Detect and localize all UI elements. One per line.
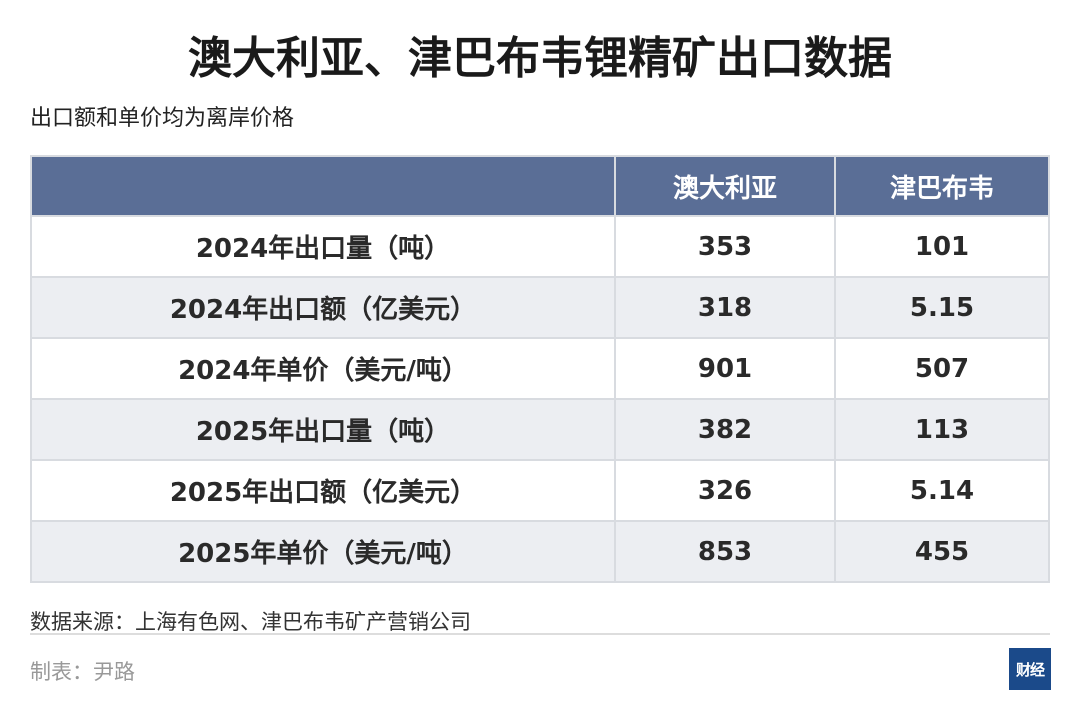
zimbabwe-value: 101 xyxy=(834,215,1050,278)
table-row: 2025年出口额（亿美元） 326 5.14 xyxy=(30,459,1050,522)
data-table: 澳大利亚 津巴布韦 2024年出口量（吨） 353 101 2024年出口额（亿美元）… xyxy=(30,155,1050,583)
zimbabwe-value: 507 xyxy=(834,337,1050,400)
row-label: 2025年出口额（亿美元） xyxy=(30,459,616,522)
caijing-logo: 财经 xyxy=(1009,648,1051,690)
source-note: 数据来源：上海有色网、津巴布韦矿产营销公司 xyxy=(30,610,471,634)
australia-value: 353 xyxy=(614,215,836,278)
australia-value: 853 xyxy=(614,520,836,583)
table-row: 2024年单价（美元/吨） 901 507 xyxy=(30,337,1050,400)
maker-note: 制表：尹路 xyxy=(30,660,135,684)
australia-value: 318 xyxy=(614,276,836,339)
header-label xyxy=(30,155,616,217)
australia-value: 901 xyxy=(614,337,836,400)
row-label: 2024年出口量（吨） xyxy=(30,215,616,278)
table-header-row: 澳大利亚 津巴布韦 xyxy=(30,155,1050,217)
table-row: 2024年出口额（亿美元） 318 5.15 xyxy=(30,276,1050,339)
header-australia: 澳大利亚 xyxy=(614,155,836,217)
table-row: 2025年出口量（吨） 382 113 xyxy=(30,398,1050,461)
row-label: 2024年出口额（亿美元） xyxy=(30,276,616,339)
zimbabwe-value: 113 xyxy=(834,398,1050,461)
australia-value: 326 xyxy=(614,459,836,522)
divider xyxy=(30,633,1050,635)
header-zimbabwe: 津巴布韦 xyxy=(834,155,1050,217)
table-row: 2024年出口量（吨） 353 101 xyxy=(30,215,1050,278)
row-label: 2025年单价（美元/吨） xyxy=(30,520,616,583)
subtitle: 出口额和单价均为离岸价格 xyxy=(30,106,295,131)
page-title: 澳大利亚、津巴布韦锂精矿出口数据 xyxy=(188,33,892,84)
zimbabwe-value: 455 xyxy=(834,520,1050,583)
australia-value: 382 xyxy=(614,398,836,461)
row-label: 2024年单价（美元/吨） xyxy=(30,337,616,400)
table-row: 2025年单价（美元/吨） 853 455 xyxy=(30,520,1050,583)
row-label: 2025年出口量（吨） xyxy=(30,398,616,461)
zimbabwe-value: 5.14 xyxy=(834,459,1050,522)
zimbabwe-value: 5.15 xyxy=(834,276,1050,339)
